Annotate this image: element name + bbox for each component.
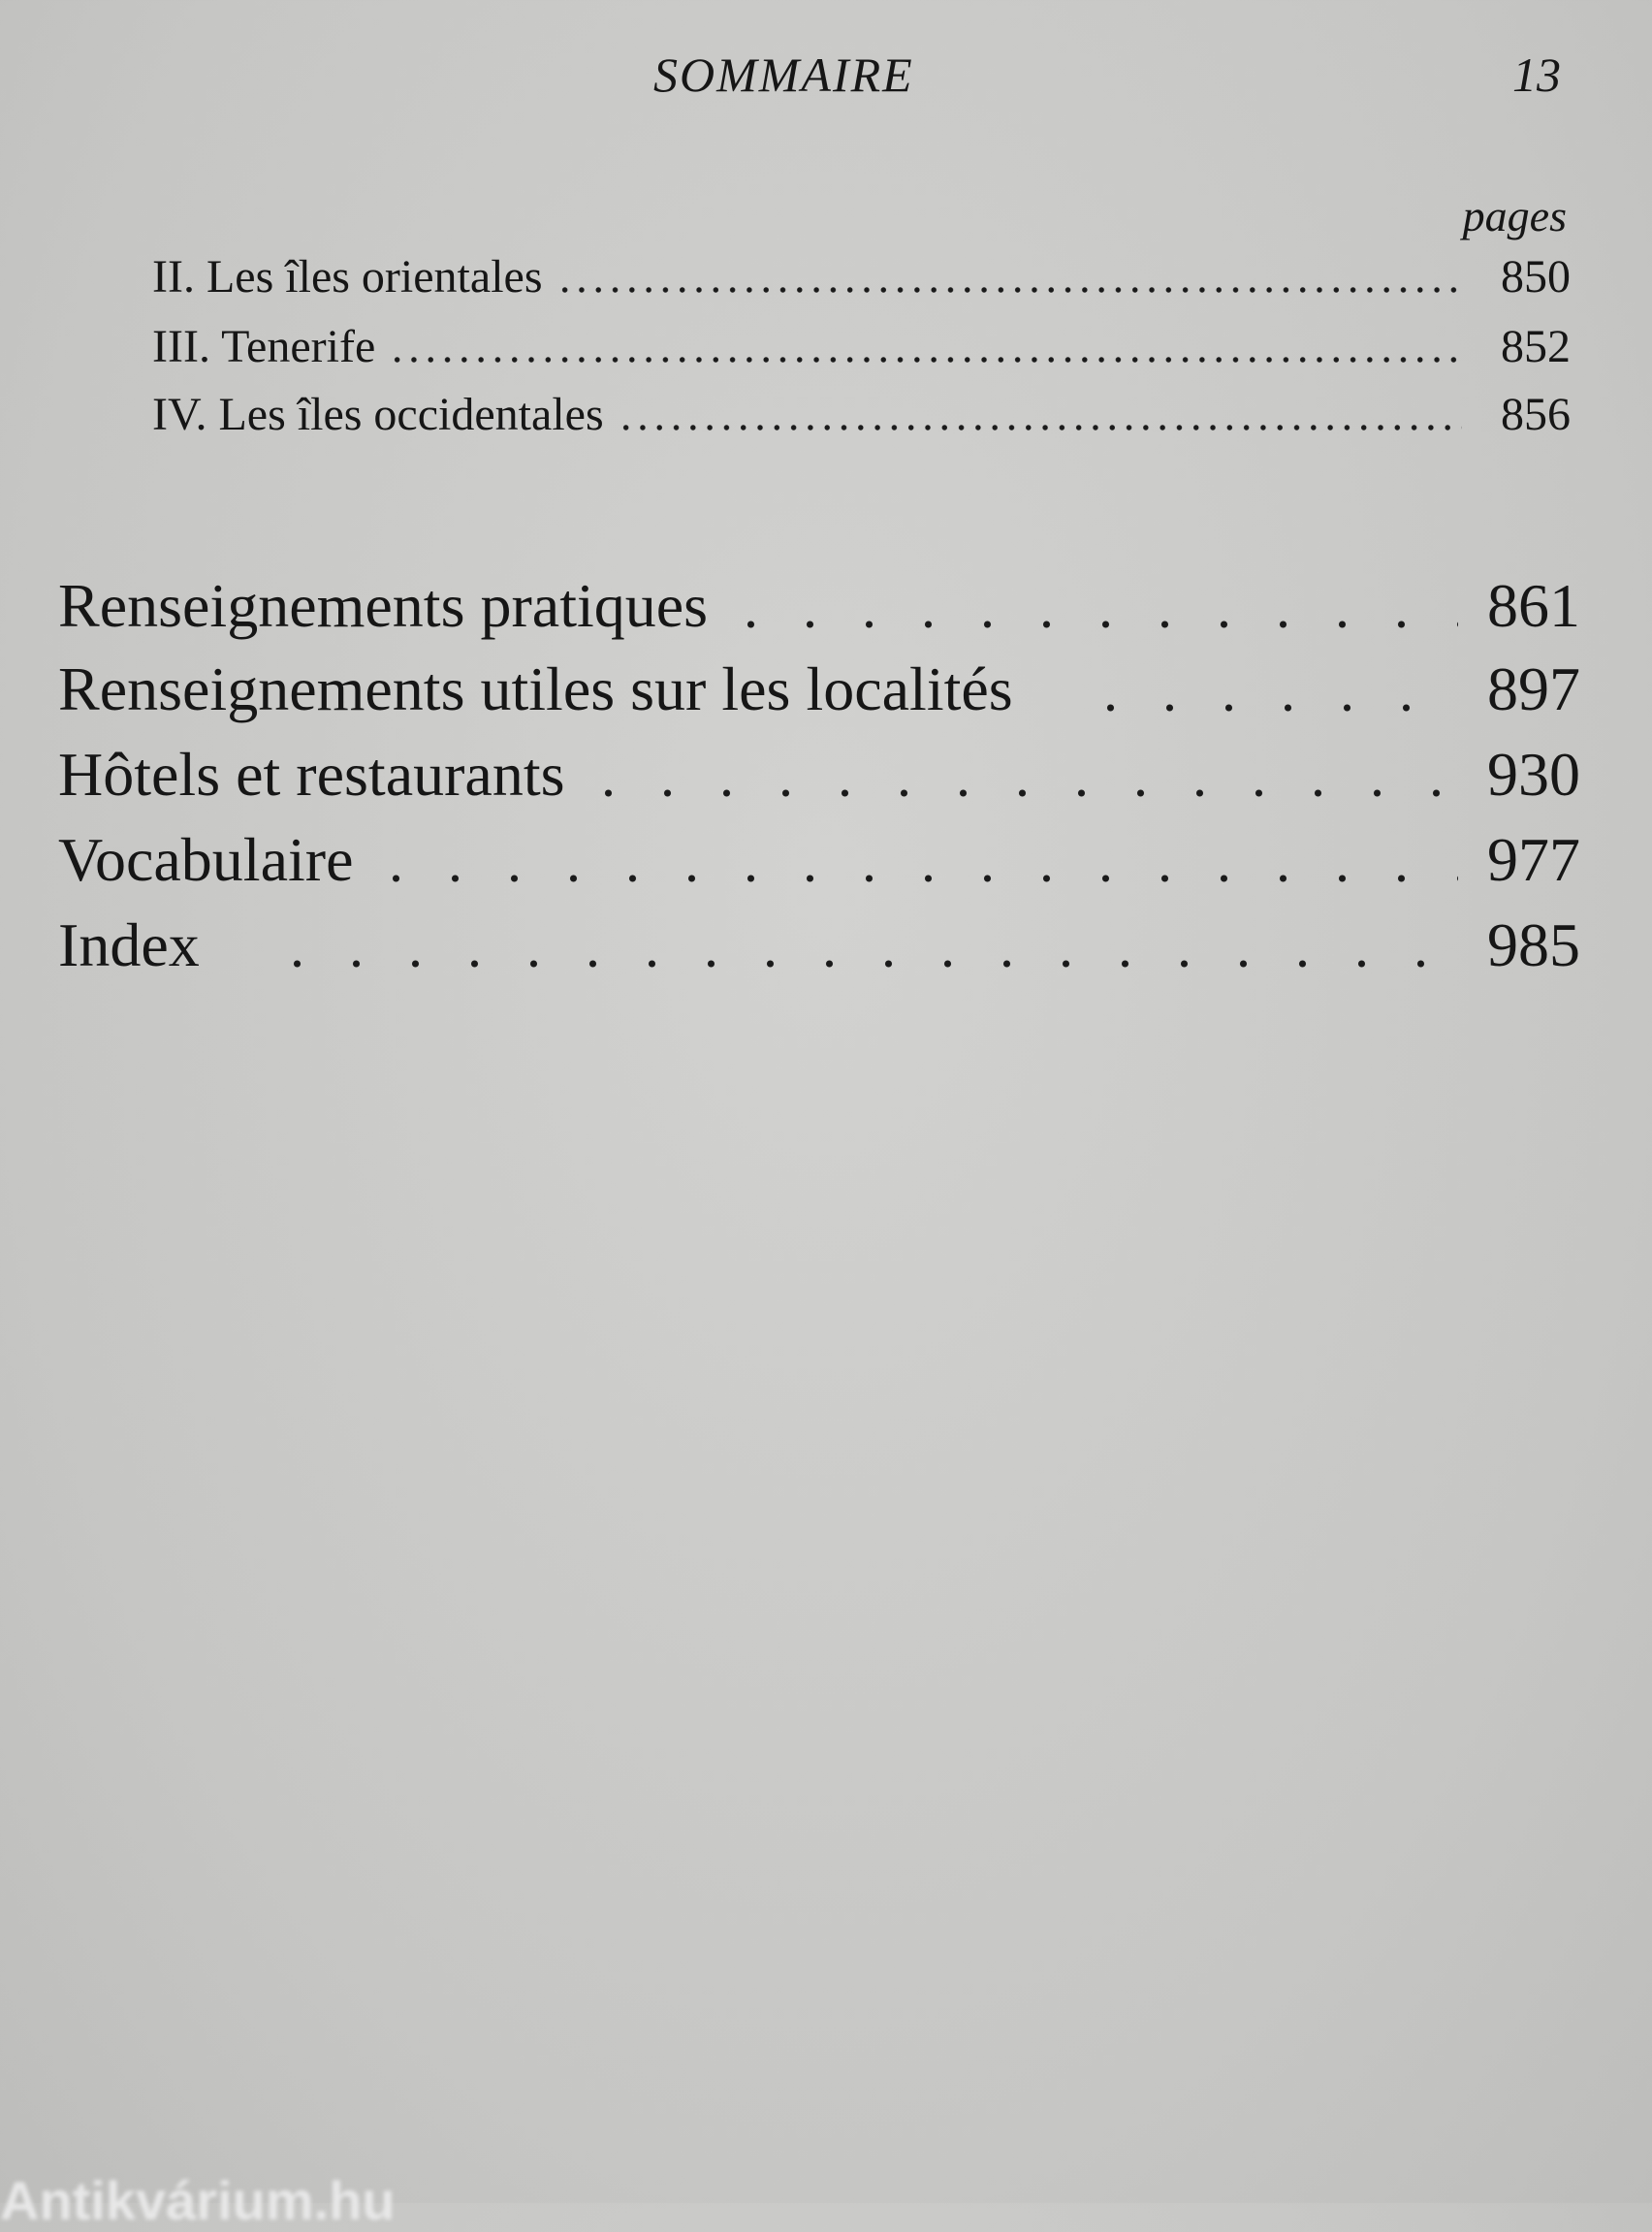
running-header-title: SOMMAIRE [653, 48, 914, 102]
dot-leader [366, 824, 1458, 896]
toc-entry: Renseignements utiles sur les localités … [58, 654, 1580, 725]
dot-leader [389, 320, 1462, 373]
dot-leader [721, 570, 1458, 642]
toc-entry: Index 985 [58, 909, 1580, 981]
toc-subentry: III. Tenerife 852 [152, 320, 1571, 373]
entry-label: Index [58, 910, 200, 979]
entry-label: III. Tenerife [152, 321, 376, 372]
toc-entry: Hôtels et restaurants 930 [58, 739, 1580, 811]
toc-subentry: II. Les îles orientales 850 [152, 250, 1571, 303]
entry-page: 897 [1487, 654, 1580, 723]
toc-subentry: IV. Les îles occidentales 856 [152, 388, 1571, 441]
pages-column-label: pages [1462, 191, 1567, 240]
dot-leader [617, 388, 1462, 441]
entry-label: Renseignements pratiques [58, 571, 709, 640]
entry-page: 856 [1501, 389, 1571, 440]
dot-leader [556, 250, 1462, 303]
entry-page: 852 [1501, 321, 1571, 372]
entry-label: Renseignements utiles sur les localités [58, 654, 1013, 723]
entry-label: Hôtels et restaurants [58, 740, 565, 809]
entry-label: Vocabulaire [58, 825, 354, 894]
entry-page: 861 [1487, 571, 1580, 640]
entry-page: 930 [1487, 740, 1580, 809]
dot-leader [578, 739, 1458, 811]
entry-label: II. Les îles orientales [152, 251, 543, 303]
toc-entry: Renseignements pratiques 861 [58, 570, 1580, 642]
toc-entry: Vocabulaire 977 [58, 824, 1580, 896]
dot-leader [267, 909, 1458, 981]
entry-page: 985 [1487, 910, 1580, 979]
entry-page: 850 [1501, 251, 1571, 303]
entry-page: 977 [1487, 825, 1580, 894]
entry-label: IV. Les îles occidentales [152, 389, 604, 440]
page-number: 13 [1512, 48, 1561, 102]
watermark: Antikvárium.hu [0, 2170, 396, 2231]
dot-leader [1080, 654, 1458, 725]
